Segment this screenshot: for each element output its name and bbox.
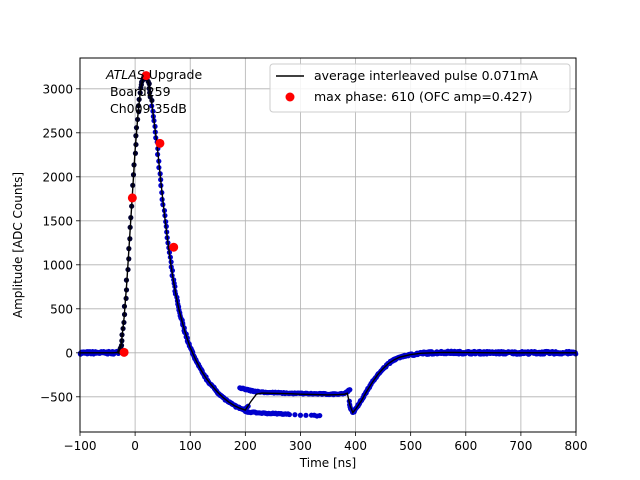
y-tick-label: 2500 — [42, 126, 73, 140]
average-pulse-path — [80, 74, 576, 414]
sample-point — [347, 387, 353, 393]
annotation-rest: Upgrade — [145, 67, 203, 82]
legend-box — [269, 63, 571, 113]
sample-point — [297, 412, 304, 418]
legend: average interleaved pulse 0.071mA max ph… — [269, 63, 571, 113]
sample-points — [77, 72, 579, 419]
x-tick-label: 300 — [289, 439, 312, 453]
sample-point — [286, 411, 293, 418]
y-tick-label: −500 — [40, 390, 73, 404]
x-tick-label: 500 — [399, 439, 422, 453]
legend-label-average: average interleaved pulse 0.071mA — [314, 68, 539, 83]
average-pulse-line — [80, 74, 576, 414]
x-tick-label: 0 — [131, 439, 139, 453]
x-axis-label: Time [ns] — [299, 456, 356, 470]
x-axis-ticks: −100 0 100 200 300 400 500 600 700 800 — [64, 432, 588, 453]
annotation: ATLAS Upgrade Board259 Ch009 35dB — [105, 67, 202, 116]
annotation-channel: Ch009 35dB — [106, 101, 187, 116]
y-axis-ticks: −500 0 500 1000 1500 2000 2500 3000 — [40, 82, 80, 404]
max-phase-point — [119, 347, 129, 357]
y-axis-label: Amplitude [ADC Counts] — [11, 172, 25, 318]
max-phase-point — [127, 193, 137, 203]
annotation-italic: ATLAS — [105, 67, 145, 82]
max-phase-point — [155, 138, 165, 148]
svg-text:ATLAS Upgrade: ATLAS Upgrade — [105, 67, 202, 82]
sample-point — [303, 412, 309, 418]
x-tick-label: 600 — [454, 439, 477, 453]
max-phase-point — [141, 71, 151, 81]
annotation-board: Board259 — [106, 84, 171, 99]
x-tick-label: 800 — [565, 439, 588, 453]
y-tick-label: 500 — [50, 302, 73, 316]
y-tick-label: 1000 — [42, 258, 73, 272]
x-tick-label: 700 — [509, 439, 532, 453]
sample-point — [292, 412, 298, 418]
y-tick-label: 0 — [65, 346, 73, 360]
max-phase-point — [169, 242, 179, 252]
legend-label-max-phase: max phase: 610 (OFC amp=0.427) — [314, 89, 532, 104]
max-phase-points — [119, 71, 179, 357]
x-tick-label: 200 — [234, 439, 257, 453]
x-tick-label: 400 — [344, 439, 367, 453]
y-tick-label: 1500 — [42, 214, 73, 228]
legend-dot-marker — [285, 92, 295, 102]
y-tick-label: 3000 — [42, 82, 73, 96]
x-tick-label: −100 — [64, 439, 97, 453]
plot-frame — [79, 57, 577, 433]
x-tick-label: 100 — [179, 439, 202, 453]
sample-point — [317, 412, 323, 419]
y-tick-label: 2000 — [42, 170, 73, 184]
